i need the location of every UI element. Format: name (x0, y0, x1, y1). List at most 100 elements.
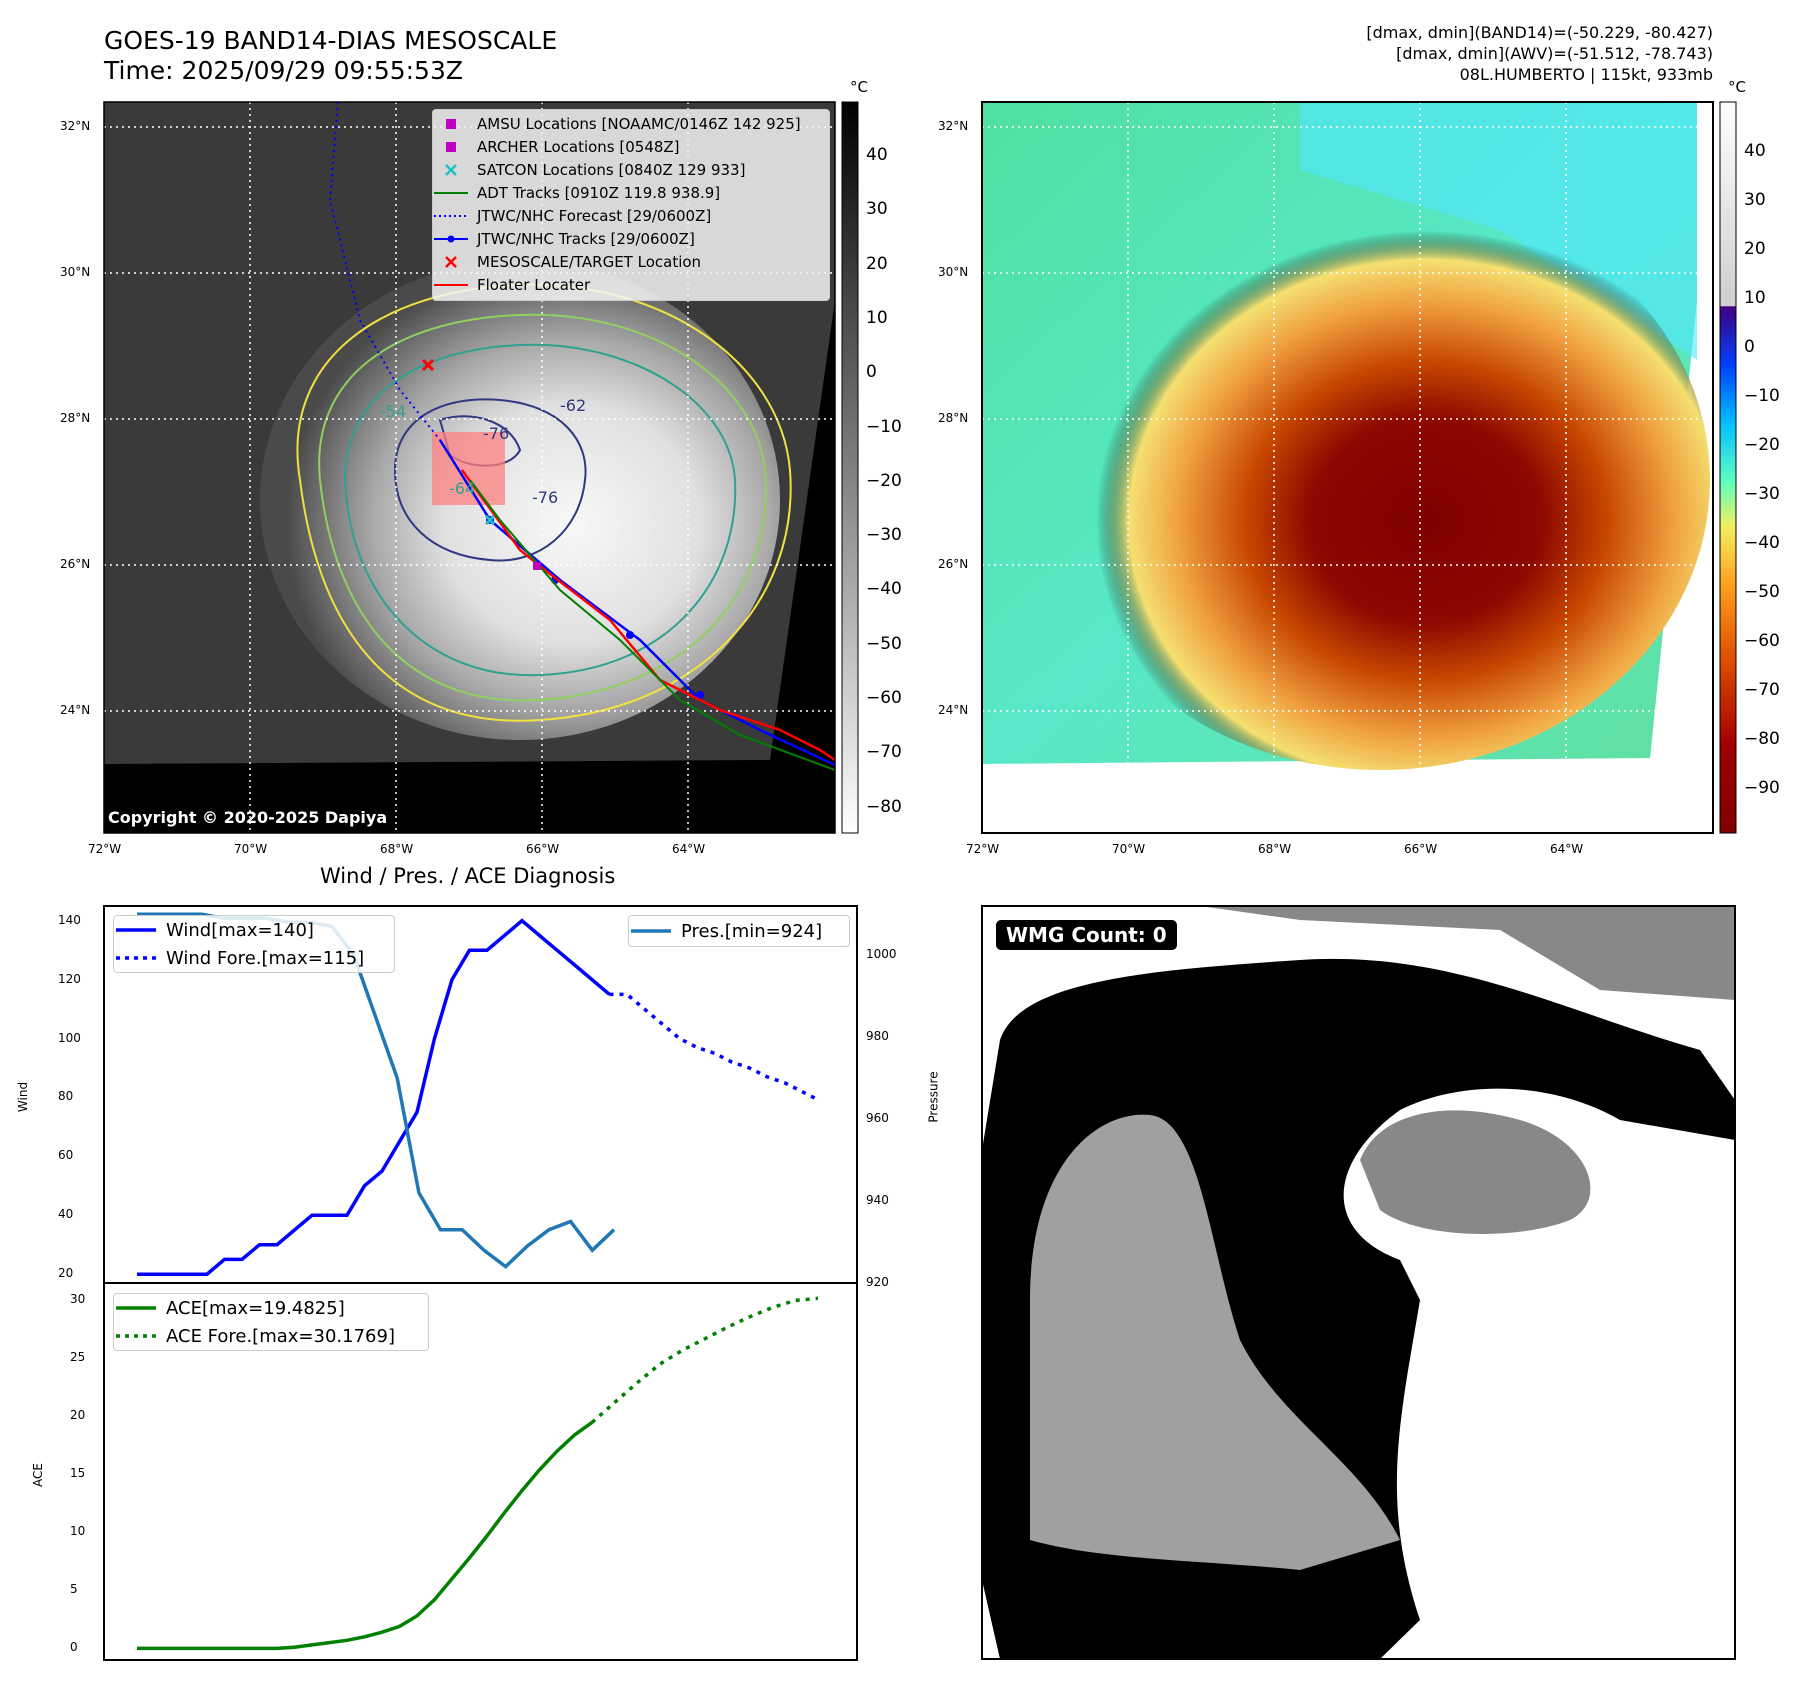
legend-item-adt: ADT Tracks [0910Z 119.8 938.9] (433, 181, 829, 204)
colorbar-tick: −90 (1744, 778, 1780, 798)
legend-label: MESOSCALE/TARGET Location (477, 252, 702, 271)
colorbar-tick: −10 (866, 416, 902, 437)
lat-label: 32°N (938, 119, 969, 133)
lat-label: 30°N (60, 265, 91, 279)
contour-label: -76 (483, 424, 510, 443)
legend-item-floater: Floater Locater (433, 273, 829, 296)
lon-label: 70°W (1112, 842, 1146, 856)
colorbar-tick: 10 (866, 307, 888, 328)
legend-item-pres: Pres.[min=924] (629, 916, 849, 946)
pressure-axis-label: Pressure (926, 1071, 941, 1123)
magenta-square-icon (433, 114, 469, 134)
blue-dot-line-icon (433, 229, 469, 249)
colorbar-tick: 10 (1744, 288, 1766, 308)
lon-label: 72°W (88, 842, 122, 856)
green-dotted-line-icon (114, 1326, 158, 1346)
wind-forecast-line (609, 992, 821, 1102)
info-band14: [dmax, dmin](BAND14)=(-50.229, -80.427) (1366, 23, 1713, 42)
awv-cyan-region (1300, 102, 1697, 360)
colorbar-tick: 0 (866, 362, 877, 383)
red-line-icon (433, 275, 469, 295)
axis-tick-label: 120 (58, 971, 81, 986)
pres-legend: Pres.[min=924] (628, 915, 850, 947)
colorbar-tick: −40 (1744, 533, 1780, 553)
red-x-icon (433, 252, 469, 272)
ace-legend: ACE[max=19.4825] ACE Fore.[max=30.1769] (113, 1293, 429, 1351)
colorbar-right-unit: °C (1728, 78, 1746, 96)
axis-tick-label: 140 (58, 912, 81, 927)
lon-label: 68°W (1258, 842, 1292, 856)
colorbar-right (1719, 101, 1737, 834)
wmg-white-region (1430, 1257, 1580, 1430)
legend-label: AMSU Locations [NOAAMC/0146Z 142 925] (477, 114, 801, 133)
wmg-frame (981, 905, 1736, 1660)
mesoscale-marker (421, 358, 435, 372)
axis-tick-label: 940 (866, 1193, 889, 1208)
colorbar-tick: −40 (866, 579, 902, 600)
lat-label: 30°N (938, 265, 969, 279)
legend-item-amsu: AMSU Locations [NOAAMC/0146Z 142 925] (433, 112, 829, 135)
colorbar-tick: −30 (866, 525, 902, 546)
contour-lightgreen (318, 313, 767, 702)
colorbar-tick: 20 (866, 253, 888, 274)
legend-item-mesoscale: MESOSCALE/TARGET Location (433, 250, 829, 273)
legend-label: ADT Tracks [0910Z 119.8 938.9] (477, 183, 721, 202)
figure-title: GOES-19 BAND14-DIAS MESOSCALE (104, 26, 558, 55)
legend-item-tracks: JTWC/NHC Tracks [29/0600Z] (433, 227, 829, 250)
axis-tick-label: 10 (70, 1524, 86, 1539)
colorbar-tick: 40 (866, 145, 888, 165)
cyan-x-icon (433, 160, 469, 180)
target-box (432, 432, 505, 505)
colorbar-tick: −10 (1744, 386, 1780, 406)
colorbar-tick: −20 (1744, 435, 1780, 455)
legend-label: Pres.[min=924] (681, 920, 823, 942)
ace-forecast-line (590, 1296, 819, 1424)
lat-label: 32°N (60, 119, 91, 133)
colorbar-tick: 0 (1744, 337, 1755, 357)
colorbar-tick: −80 (866, 796, 902, 817)
blue-dotted-line-icon (433, 206, 469, 226)
legend-label: Wind Fore.[max=115] (166, 947, 365, 969)
axis-tick-label: 15 (70, 1466, 86, 1481)
legend-label: Wind[max=140] (166, 919, 314, 941)
awv-gridlines (982, 102, 1713, 833)
ir-map-frame (103, 101, 836, 834)
legend-item-wind: Wind[max=140] (114, 916, 394, 944)
lon-label: 72°W (966, 842, 1000, 856)
wmg-gray-eye-region (1360, 1110, 1591, 1234)
axis-tick-label: 30 (70, 1292, 86, 1307)
adt-track (469, 479, 835, 771)
colorbar-tick: −60 (1744, 631, 1780, 651)
axis-tick-label: 80 (58, 1089, 74, 1104)
contour-label: -54 (380, 402, 407, 421)
legend-item-ace-fore: ACE Fore.[max=30.1769] (114, 1322, 428, 1350)
legend-item-satcon: SATCON Locations [0840Z 129 933] (433, 158, 829, 181)
axis-tick-label: 980 (866, 1029, 889, 1044)
lat-label: 26°N (938, 557, 969, 571)
lon-label: 66°W (1404, 842, 1438, 856)
ace-axis-label: ACE (30, 1463, 45, 1487)
legend-label: ARCHER Locations [0548Z] (477, 137, 680, 156)
legend-item-archer: ARCHER Locations [0548Z] (433, 135, 829, 158)
colorbar-tick: −30 (1744, 484, 1780, 504)
green-line-icon (114, 1298, 158, 1318)
wmg-panel (982, 906, 1735, 1659)
legend-label: ACE Fore.[max=30.1769] (166, 1325, 395, 1347)
storm-info: [dmax, dmin](BAND14)=(-50.229, -80.427) … (1366, 22, 1713, 85)
ir-cloud-mass (260, 260, 780, 740)
colorbar-tick: 30 (866, 199, 888, 220)
lat-label: 24°N (938, 703, 969, 717)
legend-label: SATCON Locations [0840Z 129 933] (477, 160, 746, 179)
colorbar-tick: −20 (866, 470, 902, 491)
colorbar-left (841, 101, 859, 834)
diagnosis-title: Wind / Pres. / ACE Diagnosis (320, 864, 616, 888)
axis-tick-label: 20 (58, 1266, 74, 1281)
legend-label: JTWC/NHC Tracks [29/0600Z] (477, 229, 695, 248)
steelblue-line-icon (629, 921, 673, 941)
contour-label: -62 (560, 396, 587, 415)
colorbar-tick: −60 (866, 688, 902, 708)
colorbar-tick: −70 (1744, 680, 1780, 700)
axis-tick-label: 40 (58, 1207, 74, 1222)
ace-frame (103, 1282, 858, 1661)
